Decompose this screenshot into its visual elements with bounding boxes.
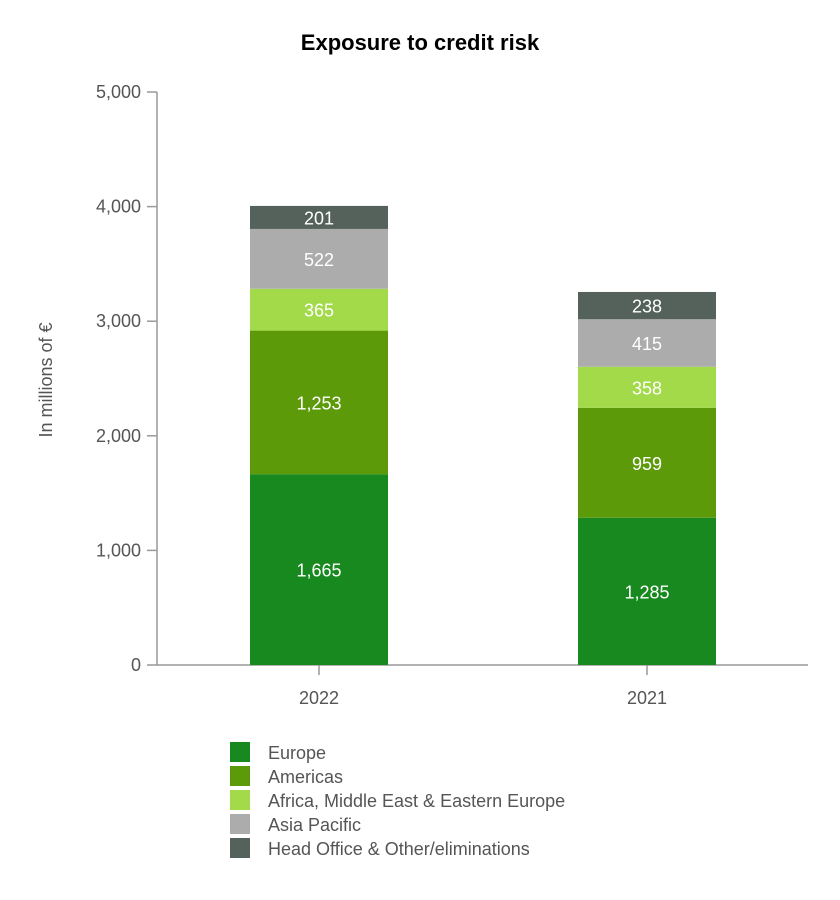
bar-segment [578, 319, 716, 367]
data-label: 1,285 [624, 582, 669, 602]
bar-segment [578, 291, 716, 320]
bar-segment [250, 228, 388, 289]
y-tick-label: 4,000 [96, 197, 141, 217]
data-label: 1,665 [296, 561, 341, 581]
x-tick-label: 2021 [627, 688, 667, 708]
data-label: 1,253 [296, 393, 341, 413]
x-tick-label: 2022 [299, 688, 339, 708]
data-label: 201 [304, 208, 334, 228]
data-label: 415 [632, 334, 662, 354]
legend-label: Asia Pacific [268, 815, 361, 835]
y-tick-label: 1,000 [96, 540, 141, 560]
data-label: 959 [632, 454, 662, 474]
y-tick-label: 5,000 [96, 82, 141, 102]
chart-title: Exposure to credit risk [301, 30, 540, 55]
y-tick-label: 2,000 [96, 426, 141, 446]
plot-area: 0 1,000 2,000 3,000 4,000 5,000 1,665 1,253 365 5… [96, 82, 808, 708]
bar-segment [250, 205, 388, 229]
bar-segment [250, 288, 388, 331]
legend-label: Head Office & Other/eliminations [268, 839, 530, 859]
bar-segment [250, 330, 388, 475]
y-tick-label: 0 [131, 655, 141, 675]
legend-swatch [230, 742, 250, 762]
bar-segment [578, 366, 716, 408]
bar-segment [578, 407, 716, 518]
legend-swatch [230, 790, 250, 810]
bar-segment [578, 517, 716, 665]
legend-label: Americas [268, 767, 343, 787]
legend: Europe Americas Africa, Middle East & East… [230, 742, 565, 859]
legend-label: Africa, Middle East & Eastern Europe [268, 791, 565, 811]
data-label: 365 [304, 301, 334, 321]
y-tick-label: 3,000 [96, 311, 141, 331]
data-label: 238 [632, 297, 662, 317]
data-label: 522 [304, 250, 334, 270]
legend-label: Europe [268, 743, 326, 763]
y-axis-label: In millions of € [36, 322, 56, 437]
data-label: 358 [632, 378, 662, 398]
legend-swatch [230, 766, 250, 786]
legend-swatch [230, 814, 250, 834]
bar-segment [250, 474, 388, 665]
legend-swatch [230, 838, 250, 858]
